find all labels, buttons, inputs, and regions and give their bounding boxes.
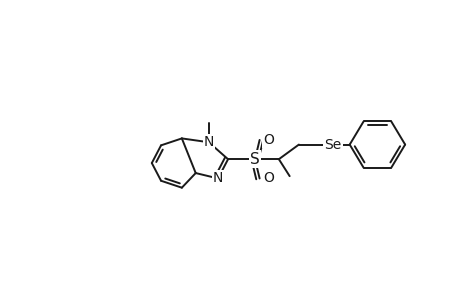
Text: Se: Se [324, 138, 341, 152]
Text: O: O [263, 133, 274, 147]
Text: S: S [250, 152, 259, 167]
Text: N: N [213, 172, 223, 185]
Text: O: O [263, 172, 274, 185]
Text: N: N [203, 135, 213, 149]
